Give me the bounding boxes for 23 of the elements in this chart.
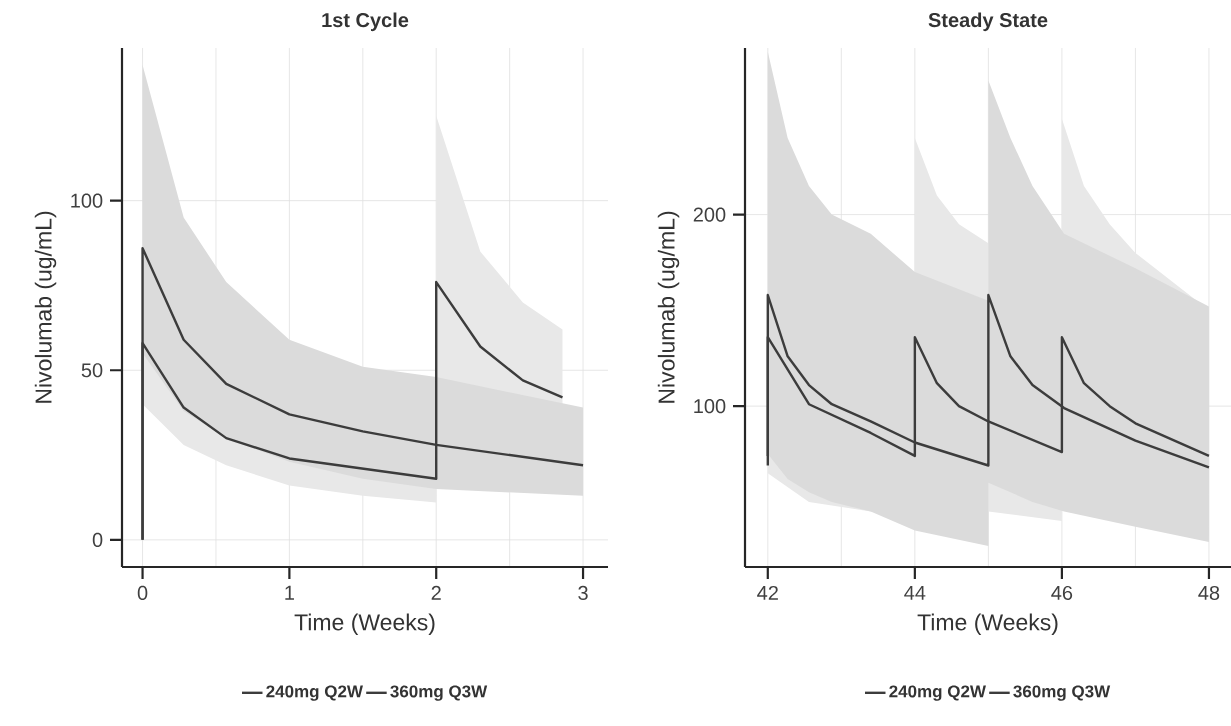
legend-label: 360mg Q3W	[390, 685, 488, 701]
y-tick-label: 0	[92, 532, 103, 547]
x-tick-label: 1	[285, 585, 294, 600]
x-axis-title: Time (Weeks)	[294, 613, 435, 635]
x-axis-title: Time (Weeks)	[917, 613, 1058, 635]
y-axis-title: Nivolumab (ug/mL)	[657, 211, 680, 403]
y-tick-label: 100	[694, 399, 726, 414]
chart-title: Steady State	[928, 12, 1048, 32]
x-tick-label: 44	[904, 585, 926, 600]
y-tick-label: 50	[81, 363, 103, 378]
chart-title: 1st Cycle	[322, 12, 409, 32]
x-tick-label: 46	[1051, 585, 1073, 601]
x-tick-label: 3	[578, 585, 588, 601]
y-tick-label: 200	[693, 207, 726, 222]
legend-label: 240mg Q2W	[266, 685, 363, 701]
legend-label: 360mg Q3W	[1013, 685, 1111, 701]
x-tick-label: 0	[137, 585, 148, 601]
legend-label: 240mg Q2W	[889, 685, 986, 701]
y-axis-title: Nivolumab (ug/mL)	[34, 211, 57, 403]
x-tick-label: 42	[757, 585, 778, 600]
x-tick-label: 48	[1198, 585, 1220, 601]
y-tick-label: 100	[71, 193, 103, 208]
x-tick-label: 2	[431, 585, 441, 600]
